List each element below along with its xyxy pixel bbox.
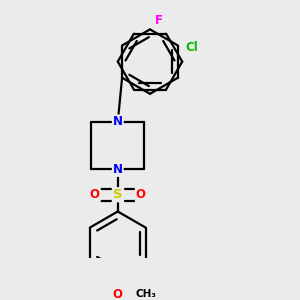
Text: N: N <box>113 115 123 128</box>
Text: F: F <box>155 14 163 27</box>
Text: O: O <box>113 288 123 300</box>
Text: CH₃: CH₃ <box>136 289 157 299</box>
Text: S: S <box>113 188 123 201</box>
Text: N: N <box>113 163 123 176</box>
Text: O: O <box>90 188 100 201</box>
Text: O: O <box>136 188 146 201</box>
Text: Cl: Cl <box>185 41 198 54</box>
